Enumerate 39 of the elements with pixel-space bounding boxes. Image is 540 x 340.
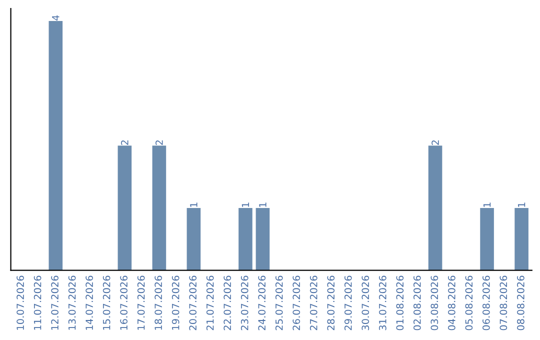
- x-tick-label: 13.07.2026: [68, 276, 76, 330]
- x-tick-label: 03.08.2026: [430, 276, 438, 330]
- x-tick-label: 17.07.2026: [137, 276, 145, 330]
- x-tick-label: 11.07.2026: [34, 276, 42, 330]
- x-tick-label: 06.08.2026: [482, 276, 490, 330]
- x-tick-label: 02.08.2026: [413, 276, 421, 330]
- data-label: 1: [483, 202, 491, 207]
- data-label: 1: [259, 202, 266, 207]
- x-tick-label: 23.07.2026: [240, 276, 248, 330]
- x-tick-label: 22.07.2026: [224, 276, 232, 330]
- x-tick-label: 08.08.2026: [517, 276, 524, 330]
- x-tick-label: 04.08.2026: [448, 276, 456, 330]
- x-tick-label: 15.07.2026: [102, 276, 110, 330]
- data-label: 1: [518, 202, 526, 207]
- x-tick-label: 07.08.2026: [500, 276, 508, 330]
- data-label: 1: [190, 202, 198, 207]
- x-tick-label: 26.07.2026: [292, 276, 300, 330]
- x-tick-label: 18.07.2026: [154, 276, 162, 330]
- x-tick-label: 19.07.2026: [172, 276, 180, 330]
- x-tick-label: 10.07.2026: [16, 276, 24, 330]
- x-tick-label: 12.07.2026: [51, 276, 58, 330]
- data-label: 4: [52, 15, 60, 20]
- data-label: 2: [432, 140, 439, 145]
- x-tick-label: 21.07.2026: [206, 276, 214, 330]
- x-tick-label: 29.07.2026: [344, 276, 352, 330]
- x-tick-label: 05.08.2026: [465, 276, 473, 330]
- x-tick-label: 01.08.2026: [396, 276, 404, 330]
- x-tick-label: 20.07.2026: [189, 276, 197, 330]
- x-tick-label: 14.07.2026: [86, 276, 93, 330]
- x-tick-label: 27.07.2026: [310, 276, 318, 330]
- x-tick-label: 30.07.2026: [362, 276, 370, 330]
- x-tick-label: 24.07.2026: [258, 276, 266, 330]
- data-label: 1: [242, 202, 250, 207]
- x-tick-label: 31.07.2026: [378, 276, 386, 330]
- x-tick-label: 25.07.2026: [275, 276, 283, 330]
- x-tick-label: 16.07.2026: [120, 276, 128, 330]
- data-label: 2: [156, 140, 163, 145]
- x-tick-label: 28.07.2026: [327, 276, 335, 330]
- data-label: 2: [121, 140, 128, 145]
